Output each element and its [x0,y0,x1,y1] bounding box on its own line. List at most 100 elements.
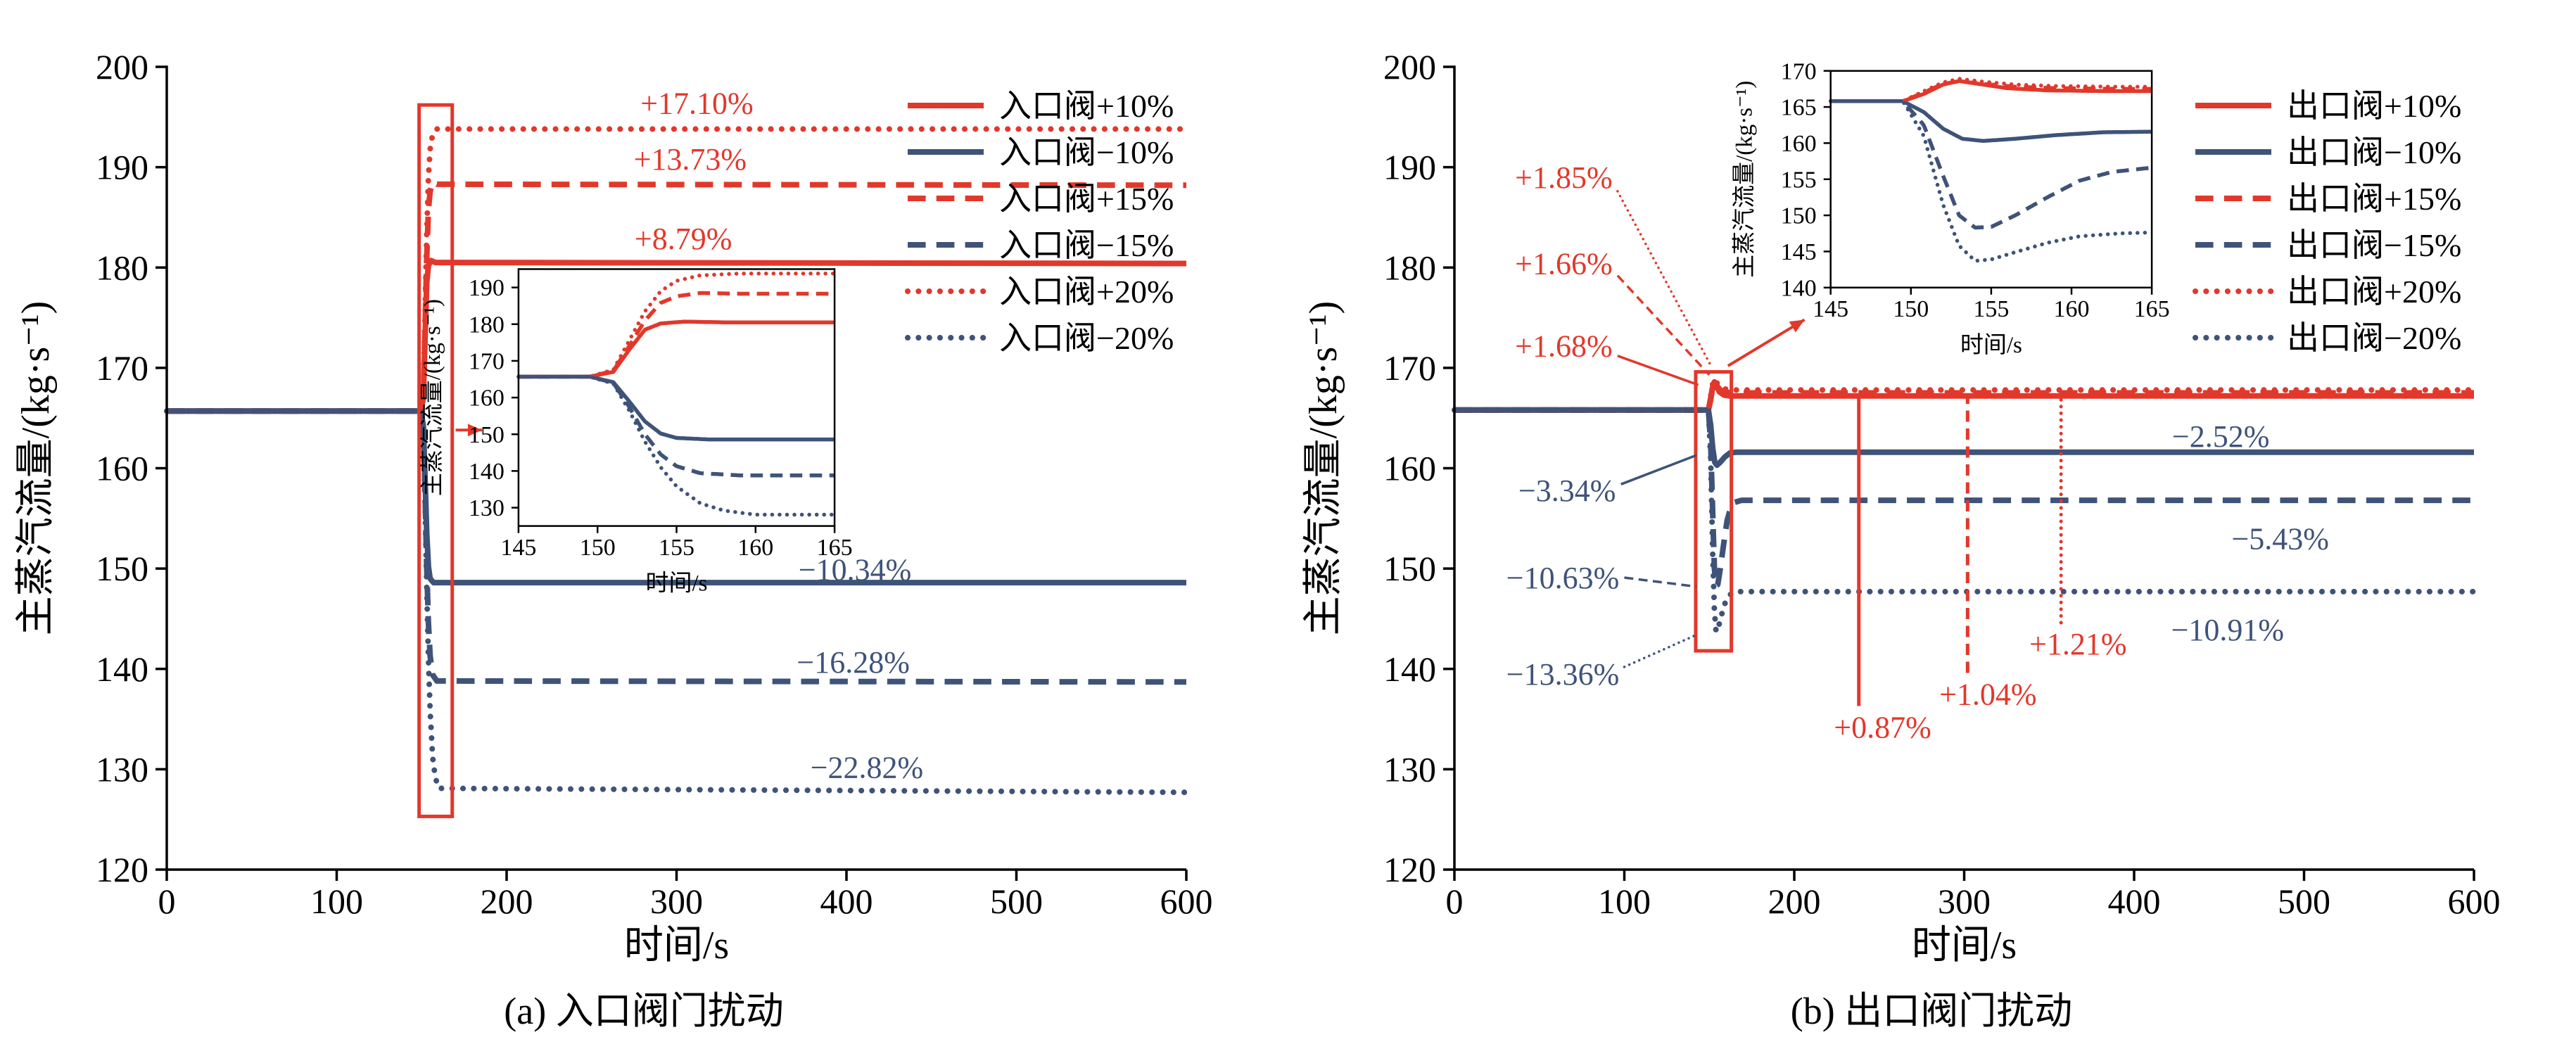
y-axis-label: 主蒸汽流量/(kg·s⁻¹) [14,301,58,636]
legend: 入口阀+10% 入口阀−10% 入口阀+15% 入口阀−15% 入口阀+20% 入口阀−2… [905,88,1174,356]
y-axis-label: 主蒸汽流量/(kg·s⁻¹) [1732,81,1758,278]
legend-label-inlet-p20: 入口阀+20% [999,274,1174,310]
series-line-inlet-m20 [516,374,837,517]
inset-plot-1-bg [1830,70,2152,288]
main-plot-0-series-group [164,126,1189,796]
inset-plot-1-series-group [1828,77,2154,263]
annotation-text: −3.34% [1518,473,1616,508]
x-tick-label: 500 [990,882,1043,921]
legend: 出口阀+10% 出口阀−10% 出口阀+15% 出口阀−15% 出口阀+20% 出口阀−2… [2193,88,2461,356]
series-line-inlet-p20 [164,126,1189,414]
x-tick-label: 500 [2278,882,2330,921]
legend-label-outlet-p10: 出口阀+10% [2287,88,2461,124]
leader-line [1624,576,1697,588]
inset-plot-1: 145 150 155 160 165140145150155160165170时间/s… [1732,58,2170,358]
y-tick-label: 130 [1383,749,1436,789]
y-tick-label: 190 [96,148,148,187]
main-plot-1-series-group [1452,376,2477,635]
x-tick-label: 200 [1768,882,1821,921]
main-plot-1: 0 100 200 300 400 500 600 120 130 140 150 160 170 180… [1302,47,2501,967]
y-tick-label: 170 [96,348,148,388]
y-tick-label: 160 [1781,131,1817,157]
y-tick-label: 170 [1383,348,1436,388]
y-tick-label: 190 [1383,148,1436,187]
y-tick-label: 170 [469,348,505,374]
y-tick-label: 200 [96,47,148,87]
x-tick-label: 400 [820,882,873,921]
annotation-text: +13.73% [634,142,747,177]
series-line-outlet-p15 [1829,79,2153,103]
y-axis-label: 主蒸汽流量/(kg·s⁻¹) [419,299,445,496]
series-line-outlet-p20 [1452,376,2477,413]
highlight-rect [1694,370,1734,653]
y-tick-label: 160 [469,386,505,412]
inset-plot-0: 145 150 155 160 165 130 140 150 160 170 180 190 时间/s… [419,268,853,597]
legend-label-inlet-m10: 入口阀−10% [999,134,1174,170]
x-tick-label: 145 [500,535,536,561]
annotation-text: +1.66% [1515,247,1612,281]
y-tick-label: 180 [1383,248,1436,287]
leader-line [1617,355,1699,386]
annotation-text: −10.63% [1506,561,1619,595]
x-axis-label: 时间/s [1912,924,2017,967]
y-tick-label: 150 [1781,203,1817,229]
x-tick-label: 165 [817,535,853,561]
annotation-text: +0.87% [1834,710,1931,744]
legend-label-inlet-m20: 入口阀−20% [999,320,1174,356]
leader-line [1616,274,1711,376]
main-plot-0: 0 100 200 300 400 500 600 120 130 140 150 160 170 180… [14,47,1213,967]
annotation-text: −10.91% [2171,613,2284,647]
x-tick-label: 155 [1973,296,2009,322]
legend-label-outlet-p20: 出口阀+20% [2287,274,2461,310]
y-tick-label: 150 [469,422,505,448]
series-line-outlet-m10 [1454,407,2474,469]
x-tick-label: 400 [2108,882,2161,921]
arrow-head-icon [467,424,482,437]
inset-plot-0-bg [518,269,835,526]
x-axis-label: 时间/s [1960,333,2022,358]
x-tick-label: 150 [580,535,616,561]
annotation-text: +17.10% [640,86,753,120]
chart-b-svg: 0 100 200 300 400 500 600 120 130 140 150 160 170 180… [1302,47,2501,967]
panel-a: 0 100 200 300 400 500 600 120 130 140 150 160 170 180… [14,47,1213,1032]
y-tick-label: 140 [1383,649,1436,689]
annotation-text: −16.28% [797,645,909,680]
callout-arrow [455,424,482,437]
y-tick-label: 165 [1781,95,1817,121]
annotation-text: −22.82% [811,751,923,785]
y-tick-label: 120 [1383,850,1436,889]
y-tick-label: 160 [1383,449,1436,488]
x-tick-label: 145 [1813,296,1848,322]
caption-a: (a) 入口阀门扰动 [504,990,784,1032]
legend-label-inlet-m15: 入口阀−15% [999,227,1174,263]
legend-label-outlet-p15: 出口阀+15% [2287,181,2461,217]
annotations: +1.85% +1.66% +1.68% −3.34% −10.63% −13.36% +0… [1506,160,2329,745]
legend-label-outlet-m15: 出口阀−15% [2287,227,2461,263]
leader-line [1616,190,1713,367]
x-tick-label: 150 [1893,296,1929,322]
x-tick-label: 200 [481,882,533,921]
caption-b: (b) 出口阀门扰动 [1790,990,2073,1032]
annotation-text: −10.34% [799,553,911,587]
leader-line [1620,454,1697,485]
annotation-text: −2.52% [2172,419,2269,454]
x-tick-label: 600 [1160,882,1213,921]
y-tick-label: 140 [96,649,148,689]
series-line-inlet-m15 [517,374,836,478]
y-tick-label: 160 [96,449,148,488]
inset-plot-0-series-group [516,272,837,517]
chart-a-svg: 0 100 200 300 400 500 600 120 130 140 150 160 170 180… [14,47,1213,967]
y-axis-label: 主蒸汽流量/(kg·s⁻¹) [1302,301,1345,636]
y-tick-label: 190 [469,275,505,301]
x-tick-label: 160 [2054,296,2090,322]
y-tick-label: 140 [469,459,505,485]
annotation-text: +8.79% [635,222,732,256]
x-tick-label: 165 [2134,296,2170,322]
x-tick-label: 100 [1598,882,1651,921]
legend-label-inlet-p15: 入口阀+15% [999,181,1174,217]
y-tick-label: 120 [96,850,148,889]
x-tick-label: 300 [650,882,703,921]
series-line-outlet-p10 [1454,379,2474,413]
y-tick-label: 180 [96,248,148,287]
